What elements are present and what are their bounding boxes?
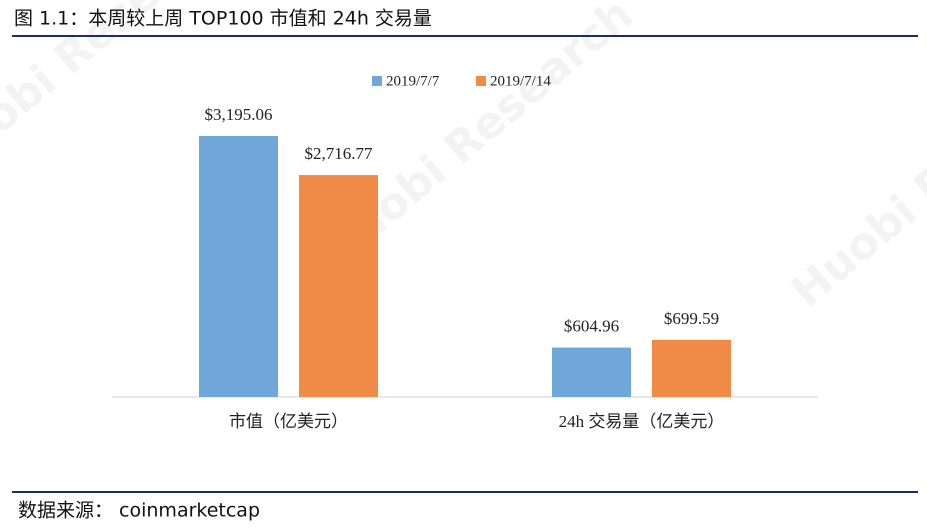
data-label: $604.96 (564, 316, 619, 335)
bar (552, 347, 631, 397)
bar (199, 136, 278, 397)
legend-swatch (476, 76, 486, 86)
legend-label: 2019/7/14 (490, 73, 551, 89)
legend-label: 2019/7/7 (386, 73, 440, 89)
x-tick-label: 市值（亿美元） (229, 412, 348, 431)
data-label: $3,195.06 (205, 105, 273, 124)
bar (299, 175, 378, 397)
watermark: Huobi Research (782, 29, 927, 318)
chart-title: 图 1.1：本周较上周 TOP100 市值和 24h 交易量 (14, 8, 432, 30)
bar (652, 339, 731, 397)
data-label: $699.59 (664, 309, 719, 328)
x-tick-label: 24h 交易量（亿美元） (559, 412, 725, 431)
watermarks: Huobi Research Huobi Research Huobi Rese… (0, 0, 927, 318)
legend-swatch (372, 76, 382, 86)
data-label: $2,716.77 (305, 144, 374, 163)
source: 数据来源： coinmarketcap (18, 500, 260, 522)
